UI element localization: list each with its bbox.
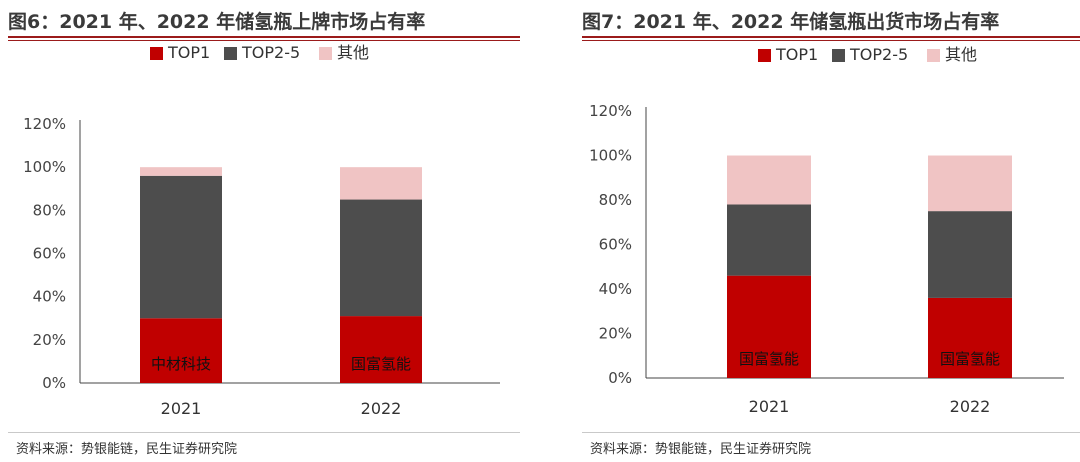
legend-label-2: 其他	[945, 45, 977, 64]
x-tick-label: 2022	[950, 397, 991, 416]
bar-segment-2	[140, 167, 222, 176]
title-divider	[582, 36, 1080, 38]
legend-swatch-2	[927, 49, 940, 62]
bar-label: 国富氢能	[739, 350, 799, 368]
chart-title: 图6：2021 年、2022 年储氢瓶上牌市场占有率	[8, 11, 426, 33]
bar-segment-2	[928, 155, 1012, 212]
bar-label: 国富氢能	[351, 355, 411, 373]
legend-swatch-0	[758, 49, 771, 62]
legend-label-1: TOP2-5	[241, 43, 300, 62]
bar-segment-2	[340, 167, 422, 200]
y-tick-label: 20%	[33, 331, 66, 349]
footer-divider	[8, 432, 520, 433]
title-divider	[8, 36, 520, 38]
y-tick-label: 80%	[599, 191, 632, 209]
legend-swatch-2	[319, 47, 332, 60]
footer-divider	[582, 432, 1080, 433]
y-tick-label: 0%	[608, 369, 632, 387]
bar-label: 国富氢能	[940, 350, 1000, 368]
title-divider-thin	[8, 40, 520, 41]
legend: TOP1 TOP2-5 其他	[758, 45, 977, 64]
title-divider-thin	[582, 40, 1080, 41]
legend-label-2: 其他	[337, 43, 369, 62]
legend: TOP1 TOP2-5 其他	[150, 43, 369, 62]
legend-swatch-1	[224, 47, 237, 60]
y-tick-label: 40%	[33, 288, 66, 306]
chart-title: 图7：2021 年、2022 年储氢瓶出货市场占有率	[582, 11, 1000, 33]
y-tick-label: 40%	[599, 280, 632, 298]
chart-panel-fig7: 图7：2021 年、2022 年储氢瓶出货市场占有率 TOP1 TOP2-5 其他 0…	[574, 0, 1080, 462]
stacked-bar-chart: TOP1 TOP2-5 其他 0% 20% 40% 60% 80% 100% 120% 国富氢能 20…	[589, 45, 1064, 416]
bar-label: 中材科技	[151, 355, 211, 373]
bar-segment-0	[727, 275, 811, 378]
x-tick-label: 2021	[161, 399, 202, 418]
bar-segment-1	[928, 211, 1012, 298]
y-tick-label: 120%	[589, 102, 632, 120]
x-tick-label: 2021	[749, 397, 790, 416]
chart-panel-fig6: 图6：2021 年、2022 年储氢瓶上牌市场占有率 TOP1 TOP2-5 其他 0…	[0, 0, 520, 462]
source-note: 资料来源：势银能链，民生证券研究院	[590, 442, 812, 457]
legend-label-1: TOP2-5	[849, 45, 908, 64]
bar-segment-0	[928, 297, 1012, 378]
bar-segment-0	[340, 316, 422, 383]
bar-segment-0	[140, 318, 222, 383]
legend-label-0: TOP1	[167, 43, 210, 62]
bar-segment-1	[340, 199, 422, 317]
y-tick-label: 0%	[42, 374, 66, 392]
bar-segment-1	[140, 175, 222, 319]
legend-label-0: TOP1	[775, 45, 818, 64]
source-note: 资料来源：势银能链，民生证券研究院	[16, 442, 238, 457]
bar-segment-1	[727, 204, 811, 276]
x-tick-label: 2022	[361, 399, 402, 418]
stacked-bar-chart: TOP1 TOP2-5 其他 0% 20% 40% 60% 80% 100% 120% 中材科技 20…	[23, 43, 500, 418]
bar-segment-2	[727, 155, 811, 205]
y-tick-label: 80%	[33, 201, 66, 219]
y-tick-label: 120%	[23, 115, 66, 133]
y-tick-label: 100%	[589, 147, 632, 165]
legend-swatch-0	[150, 47, 163, 60]
y-tick-label: 60%	[33, 245, 66, 263]
y-tick-label: 100%	[23, 158, 66, 176]
y-tick-label: 20%	[599, 325, 632, 343]
legend-swatch-1	[832, 49, 845, 62]
y-tick-label: 60%	[599, 236, 632, 254]
